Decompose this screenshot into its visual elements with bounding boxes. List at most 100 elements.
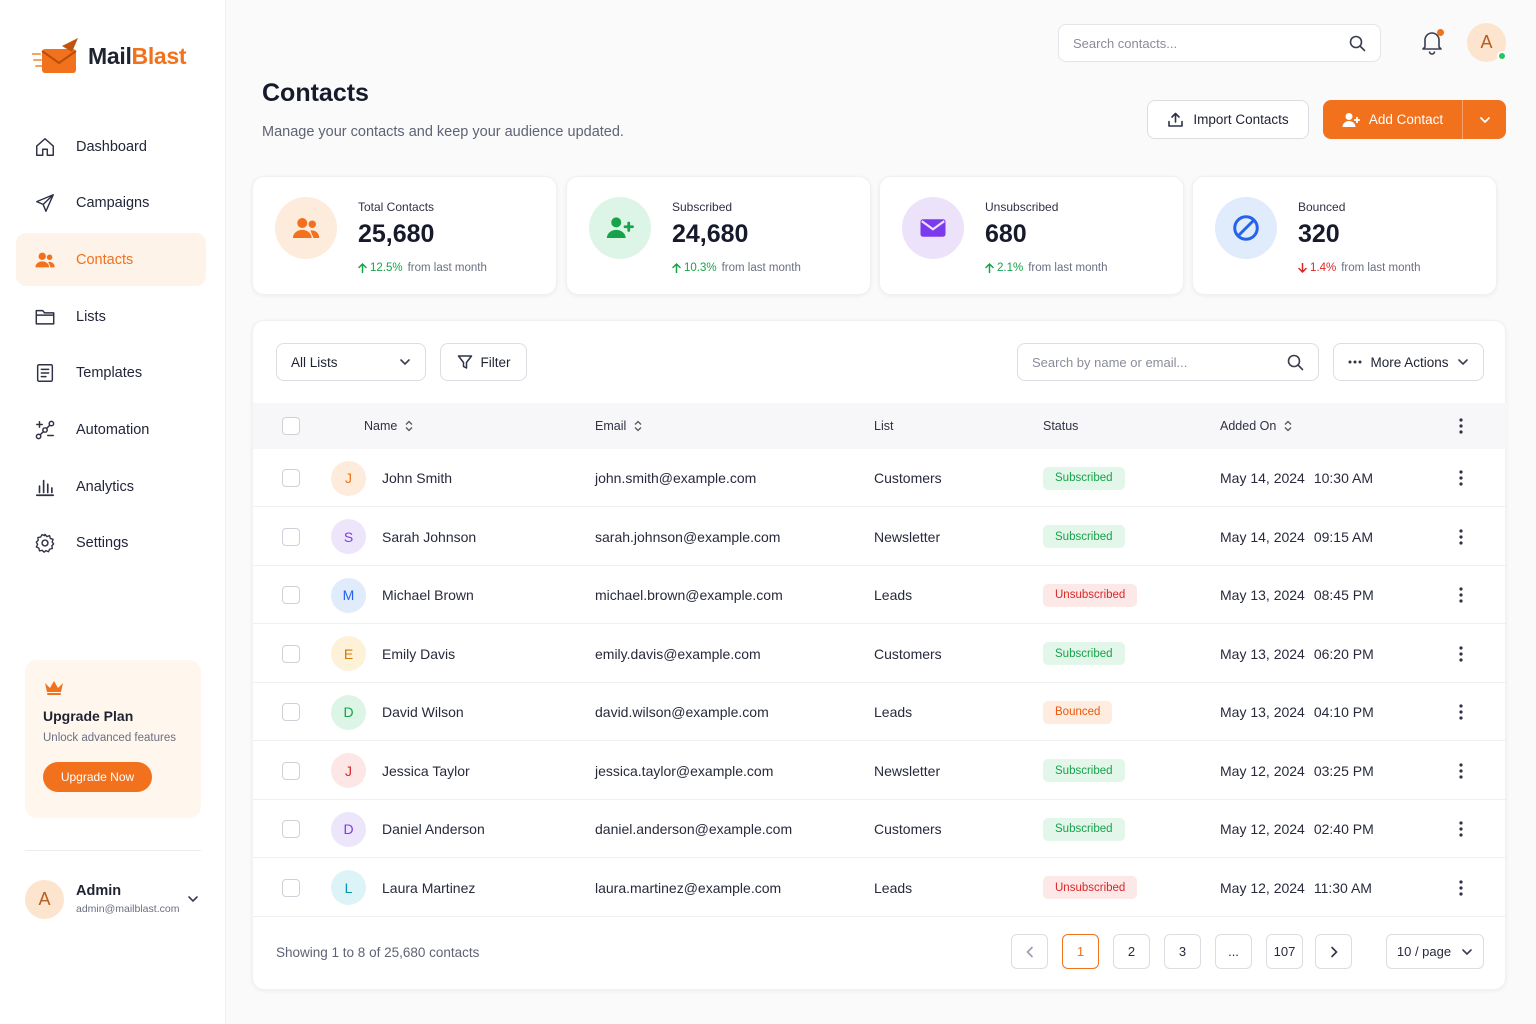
row-checkbox[interactable]: [282, 761, 300, 780]
contact-name[interactable]: Michael Brown: [382, 587, 474, 603]
sidebar-item-settings[interactable]: Settings: [16, 517, 206, 570]
prev-page-button[interactable]: [1011, 934, 1048, 969]
chevron-down-icon[interactable]: [187, 893, 199, 905]
stat-trend: 1.4% from last month: [1298, 262, 1420, 274]
contact-status-cell: Subscribed: [1043, 742, 1125, 800]
brand-logo[interactable]: MailBlast: [32, 36, 187, 76]
upgrade-card: Upgrade Plan Unlock advanced features Up…: [25, 660, 201, 818]
filter-label: Filter: [480, 354, 511, 370]
column-list-label: List: [874, 419, 894, 433]
search-icon[interactable]: [1287, 354, 1304, 371]
brand-name: MailBlast: [88, 42, 187, 69]
table-search-input[interactable]: [1032, 354, 1287, 370]
more-actions-button[interactable]: More Actions: [1333, 343, 1484, 381]
page-button[interactable]: 3: [1164, 934, 1201, 969]
column-list: List: [874, 403, 893, 449]
table-row[interactable]: E Emily Davis emily.davis@example.com Cu…: [253, 625, 1507, 683]
upgrade-now-button[interactable]: Upgrade Now: [43, 762, 152, 792]
row-checkbox[interactable]: [282, 644, 300, 663]
column-added-label: Added On: [1220, 419, 1277, 433]
table-row[interactable]: M Michael Brown michael.brown@example.co…: [253, 566, 1507, 624]
status-badge: Subscribed: [1043, 759, 1125, 782]
column-email[interactable]: Email: [595, 403, 642, 449]
added-time: 03:25 PM: [1313, 762, 1374, 779]
list-select[interactable]: All Lists: [276, 343, 426, 381]
row-checkbox[interactable]: [282, 820, 300, 838]
global-search-input[interactable]: [1073, 35, 1349, 51]
column-status: Status: [1043, 403, 1078, 449]
table-row[interactable]: D David Wilson david.wilson@example.com …: [253, 683, 1507, 741]
contact-name-cell: J Jessica Taylor: [331, 742, 470, 800]
sidebar-item-contacts[interactable]: Contacts: [16, 233, 206, 287]
admin-profile[interactable]: A Admin admin@mailblast.com: [25, 879, 205, 919]
add-contact-dropdown[interactable]: [1463, 100, 1506, 139]
filter-button[interactable]: Filter: [440, 343, 527, 381]
row-checkbox[interactable]: [282, 469, 300, 487]
row-actions-icon[interactable]: [1459, 566, 1463, 624]
chevron-right-icon: [1329, 946, 1339, 958]
sidebar-nav: Dashboard Campaigns Contacts Lists Templ…: [16, 120, 206, 574]
import-contacts-button[interactable]: Import Contacts: [1147, 100, 1309, 139]
sidebar-item-dashboard[interactable]: Dashboard: [16, 120, 206, 173]
contact-name[interactable]: John Smith: [382, 470, 453, 486]
chevron-down-icon: [399, 356, 411, 368]
page-button[interactable]: 1: [1062, 934, 1099, 969]
row-actions-icon[interactable]: [1459, 449, 1463, 507]
contact-list: Customers: [874, 821, 942, 837]
contact-name[interactable]: Emily Davis: [382, 645, 456, 662]
contact-list: Leads: [874, 704, 913, 720]
contact-name[interactable]: David Wilson: [382, 704, 464, 720]
users-icon: [34, 249, 56, 271]
page-button[interactable]: 107: [1266, 934, 1303, 969]
select-all-checkbox[interactable]: [282, 417, 300, 435]
added-date: May 13, 2024: [1220, 587, 1305, 603]
search-icon[interactable]: [1349, 35, 1366, 52]
stat-card-subscribed: Subscribed 24,680 10.3% from last month: [566, 176, 871, 295]
row-actions-icon[interactable]: [1459, 800, 1463, 858]
columns-menu-icon[interactable]: [1459, 403, 1463, 449]
contact-name[interactable]: Jessica Taylor: [382, 762, 470, 779]
table-row[interactable]: D Daniel Anderson daniel.anderson@exampl…: [253, 800, 1507, 858]
select-all-cell: [282, 403, 300, 449]
contact-name[interactable]: Sarah Johnson: [382, 528, 477, 545]
per-page-select[interactable]: 10 / page: [1386, 934, 1484, 969]
row-actions-icon[interactable]: [1459, 625, 1463, 683]
row-actions-icon[interactable]: [1459, 859, 1463, 917]
status-badge: Subscribed: [1043, 642, 1125, 665]
contact-status-cell: Unsubscribed: [1043, 566, 1138, 624]
page-button[interactable]: 2: [1113, 934, 1150, 969]
column-added-on[interactable]: Added On: [1220, 403, 1292, 449]
sidebar-item-campaigns[interactable]: Campaigns: [16, 177, 206, 230]
row-checkbox[interactable]: [282, 878, 300, 897]
contact-name[interactable]: Daniel Anderson: [382, 821, 485, 837]
row-checkbox[interactable]: [282, 586, 300, 604]
table-row[interactable]: S Sarah Johnson sarah.johnson@example.co…: [253, 508, 1507, 566]
contact-name[interactable]: Laura Martinez: [382, 879, 476, 896]
sidebar-item-templates[interactable]: Templates: [16, 347, 206, 400]
next-page-button[interactable]: [1315, 934, 1352, 969]
table-row[interactable]: L Laura Martinez laura.martinez@example.…: [253, 859, 1507, 917]
sidebar-item-automation[interactable]: Automation: [16, 403, 206, 456]
sidebar-item-lists[interactable]: Lists: [16, 290, 206, 343]
contact-name-cell: M Michael Brown: [331, 566, 474, 624]
row-checkbox[interactable]: [282, 703, 300, 721]
sidebar-item-label: Analytics: [76, 478, 135, 495]
row-actions-icon[interactable]: [1459, 508, 1463, 566]
table-row[interactable]: J Jessica Taylor jessica.taylor@example.…: [253, 742, 1507, 800]
gear-icon: [34, 532, 56, 554]
table-row[interactable]: J John Smith john.smith@example.com Cust…: [253, 449, 1507, 507]
column-name[interactable]: Name: [364, 403, 413, 449]
row-actions-icon[interactable]: [1459, 742, 1463, 800]
sidebar-item-analytics[interactable]: Analytics: [16, 460, 206, 513]
contact-avatar: D: [331, 811, 366, 847]
table-search[interactable]: [1017, 343, 1319, 381]
user-avatar[interactable]: A: [1467, 23, 1507, 62]
contact-added-on: May 13, 2024 08:45 PM: [1220, 566, 1374, 624]
add-contact-button[interactable]: Add Contact: [1323, 100, 1463, 139]
row-checkbox[interactable]: [282, 527, 300, 546]
notifications-bell-icon[interactable]: [1418, 28, 1446, 56]
column-name-label: Name: [364, 419, 398, 433]
row-actions-icon[interactable]: [1459, 683, 1463, 741]
global-search[interactable]: [1058, 24, 1381, 62]
stat-value: 24,680: [672, 220, 749, 248]
